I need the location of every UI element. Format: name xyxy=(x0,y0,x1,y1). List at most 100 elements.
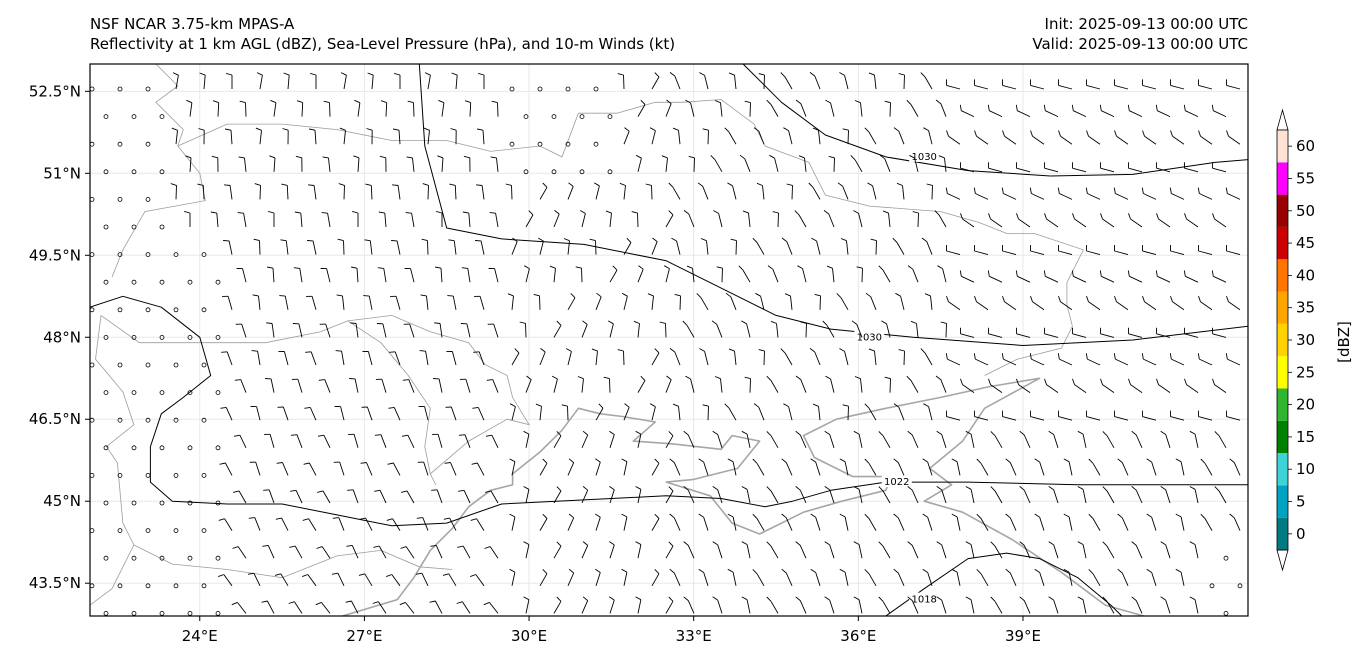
isobar-label: 1018 xyxy=(911,595,936,606)
wind-barb xyxy=(379,155,387,172)
wind-barb xyxy=(1141,187,1157,200)
wind-barb xyxy=(251,350,261,366)
wind-barb xyxy=(291,378,303,393)
wind-barb xyxy=(621,568,628,586)
wind-barb xyxy=(864,458,877,476)
wind-barb xyxy=(293,267,303,283)
wind-barb xyxy=(489,212,499,228)
country-border-line xyxy=(177,99,1084,376)
wind-barb xyxy=(741,486,751,504)
wind-barb xyxy=(1034,458,1045,476)
wind-barb xyxy=(1063,513,1073,531)
wind-barb xyxy=(1155,270,1171,283)
plot-title-right: Init: 2025-09-13 00:00 UTC Valid: 2025-0… xyxy=(1032,14,1248,54)
wind-barb xyxy=(622,625,627,642)
wind-barb xyxy=(1127,270,1143,283)
wind-barb xyxy=(1225,187,1241,200)
wind-barb xyxy=(380,100,388,117)
wind-barb xyxy=(419,350,429,366)
wind-barb xyxy=(1002,79,1017,90)
wind-barb xyxy=(1226,295,1241,311)
wind-barb xyxy=(539,513,548,531)
calm-wind-marker xyxy=(131,555,137,561)
wind-barb xyxy=(446,350,457,366)
wind-barb xyxy=(523,486,530,504)
wind-barb xyxy=(1044,378,1059,393)
wind-barb xyxy=(669,72,681,90)
wind-barb xyxy=(766,431,779,449)
wind-barb xyxy=(442,630,456,642)
wind-barb xyxy=(987,104,1003,118)
coastline-line xyxy=(342,377,1144,616)
calm-wind-marker xyxy=(173,583,179,589)
country-border-line xyxy=(347,320,431,474)
wind-barb xyxy=(238,156,247,172)
wind-barb xyxy=(1114,245,1129,256)
wind-barb xyxy=(617,73,625,90)
wind-barb xyxy=(511,348,520,366)
wind-barb xyxy=(940,321,947,338)
wind-barb xyxy=(347,489,359,504)
wind-barb xyxy=(1160,486,1171,504)
wind-barb xyxy=(710,155,723,173)
wind-barb xyxy=(316,546,331,559)
wind-barb xyxy=(727,513,737,531)
wind-barb xyxy=(809,348,821,366)
wind-barb xyxy=(247,629,260,641)
wind-barb xyxy=(509,403,516,421)
wind-barb xyxy=(712,430,723,448)
wind-barb xyxy=(1170,79,1185,90)
wind-barb xyxy=(728,72,737,90)
wind-barb xyxy=(387,462,401,476)
calm-wind-marker xyxy=(117,417,123,423)
wind-barb xyxy=(511,237,518,255)
calm-wind-marker xyxy=(173,307,179,313)
wind-barb xyxy=(741,541,751,559)
wind-barb xyxy=(456,601,471,614)
wind-barb xyxy=(936,430,947,448)
wind-barb xyxy=(772,211,779,228)
wind-barb xyxy=(1086,79,1101,90)
wind-barb xyxy=(920,72,933,90)
wind-barb xyxy=(1229,458,1241,476)
wind-barb xyxy=(288,601,303,614)
wind-barb xyxy=(839,348,849,366)
wind-barb xyxy=(649,127,656,145)
wind-barb xyxy=(303,462,317,476)
wind-barb xyxy=(457,545,471,559)
calm-wind-marker xyxy=(131,500,137,506)
wind-barb xyxy=(581,486,589,504)
colorbar-tick-label: 40 xyxy=(1296,266,1315,284)
calm-wind-marker xyxy=(201,307,207,313)
wind-barb xyxy=(854,100,863,117)
wind-barb xyxy=(172,72,179,90)
wind-barb xyxy=(712,541,723,559)
wind-barb xyxy=(186,99,193,117)
wind-barb xyxy=(651,513,660,531)
wind-barb xyxy=(945,187,961,200)
lon-tick-label: 33°E xyxy=(676,627,712,645)
calm-wind-marker xyxy=(215,445,221,451)
wind-barb xyxy=(1211,104,1227,118)
wind-barb xyxy=(878,541,891,559)
wind-barb xyxy=(976,569,989,587)
wind-barb xyxy=(605,210,612,228)
wind-barb xyxy=(1058,79,1073,90)
wind-barb xyxy=(922,513,933,531)
wind-barb xyxy=(651,72,660,90)
wind-barb xyxy=(218,630,233,641)
wind-barb xyxy=(990,541,1003,559)
calm-wind-marker xyxy=(90,86,95,92)
wind-barb xyxy=(853,596,863,614)
wind-barb xyxy=(637,99,646,117)
calm-wind-marker xyxy=(90,528,95,533)
calm-wind-marker xyxy=(117,252,123,258)
wind-barb xyxy=(1200,458,1213,476)
wind-barb xyxy=(682,320,695,338)
wind-barb xyxy=(990,486,1003,504)
wind-barb xyxy=(758,349,765,366)
wind-barb xyxy=(1102,486,1115,504)
isobar-label: 1030 xyxy=(857,332,882,343)
wind-barb xyxy=(248,517,261,531)
